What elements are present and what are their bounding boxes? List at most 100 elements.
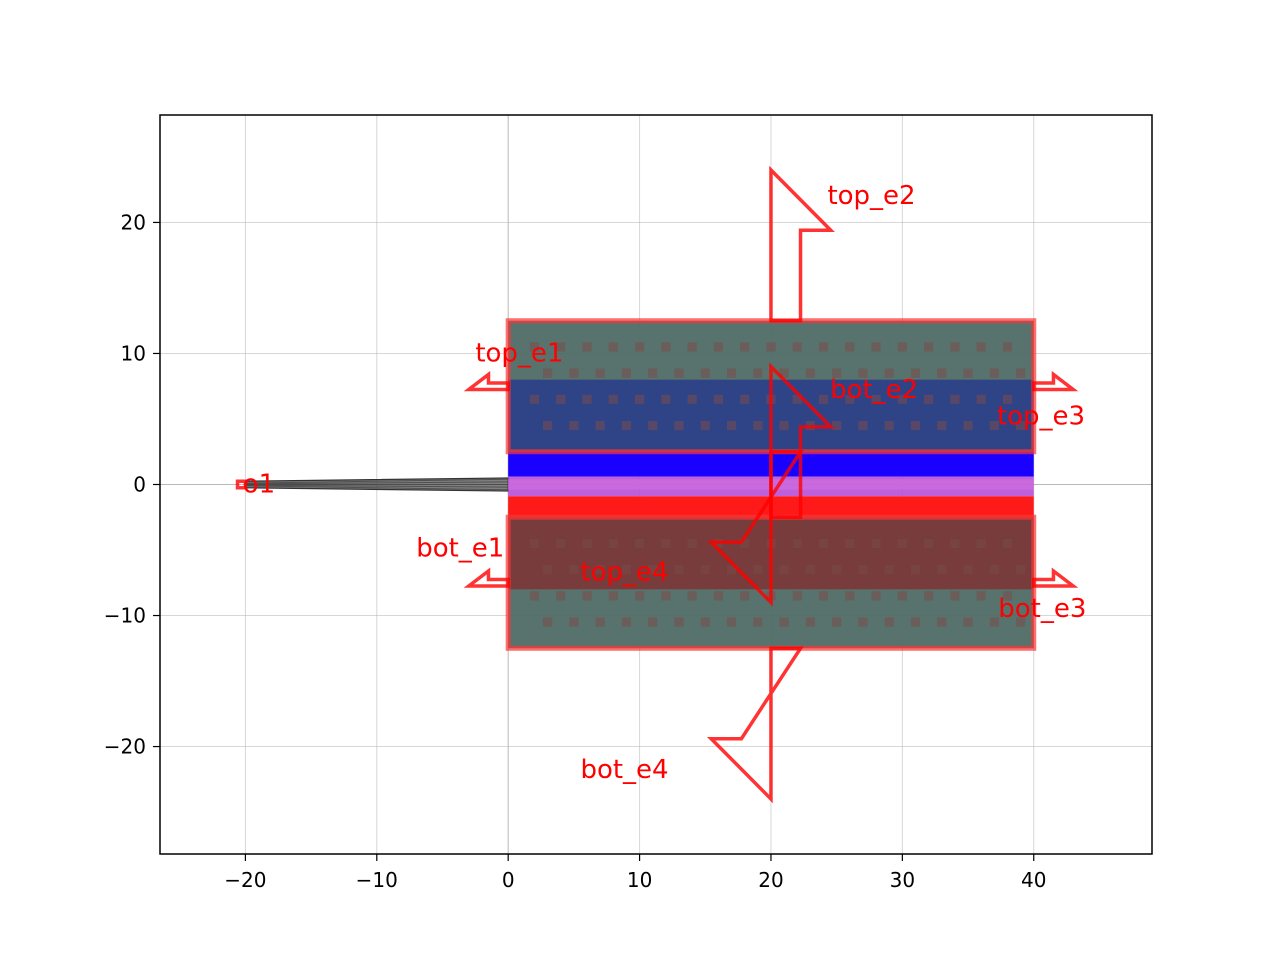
via <box>950 342 960 352</box>
via <box>1002 342 1013 352</box>
via <box>648 420 658 431</box>
via <box>621 565 632 575</box>
via <box>976 342 986 352</box>
via <box>661 591 671 601</box>
via <box>713 394 724 404</box>
via <box>950 394 960 404</box>
via <box>818 394 829 404</box>
y-tick-label: 0 <box>133 473 146 497</box>
via <box>543 617 553 627</box>
port-arrow-bot_e3 <box>1031 567 1079 588</box>
via <box>858 565 868 575</box>
via <box>556 394 566 404</box>
port-label-bot_e2: bot_e2 <box>830 375 918 405</box>
via <box>989 368 999 378</box>
via <box>726 565 737 575</box>
via <box>845 538 855 549</box>
port-label-top_e4: top_e4 <box>580 557 668 587</box>
via <box>569 617 579 627</box>
via <box>1016 420 1026 431</box>
port-label-top_e1: top_e1 <box>475 338 563 368</box>
via <box>845 394 855 404</box>
via <box>582 591 592 601</box>
via <box>871 342 881 352</box>
via <box>674 565 684 575</box>
via <box>634 591 645 601</box>
via <box>818 591 829 601</box>
x-tick-label: 40 <box>1021 868 1046 892</box>
x-tick-label: −20 <box>224 868 266 892</box>
via <box>740 342 750 352</box>
via <box>674 617 684 627</box>
via <box>779 368 789 378</box>
via <box>726 368 737 378</box>
via <box>963 565 973 575</box>
via <box>805 617 815 627</box>
x-tick-label: 0 <box>502 868 515 892</box>
via <box>634 342 645 352</box>
via <box>543 420 553 431</box>
via <box>569 565 579 575</box>
via <box>845 591 855 601</box>
via <box>858 617 868 627</box>
via <box>858 368 868 378</box>
port-labels: o1 top_e1 top_e2 top_e3 top_e4 bot_e1 bot_e2bo… <box>243 181 1087 785</box>
via <box>818 342 829 352</box>
port-arrow-bot_e4 <box>706 646 804 804</box>
via <box>976 538 986 549</box>
via <box>726 420 737 431</box>
via <box>910 565 921 575</box>
via <box>910 617 921 627</box>
via <box>621 368 632 378</box>
via <box>884 617 894 627</box>
via <box>674 420 684 431</box>
via <box>950 591 960 601</box>
via <box>976 394 986 404</box>
via <box>858 420 868 431</box>
port-arrow-bot_e1 <box>463 567 510 588</box>
via <box>687 538 697 549</box>
via <box>924 538 934 549</box>
via <box>897 394 907 404</box>
via <box>700 617 710 627</box>
via <box>569 368 579 378</box>
via <box>700 420 710 431</box>
via <box>897 538 907 549</box>
port-arrow-o1 <box>235 479 248 490</box>
via <box>963 420 973 431</box>
via <box>648 617 658 627</box>
y-tick-label: −10 <box>104 604 146 628</box>
via <box>529 591 540 601</box>
via <box>687 591 697 601</box>
via <box>805 565 815 575</box>
via <box>1016 617 1026 627</box>
via <box>976 591 986 601</box>
via <box>989 617 999 627</box>
via <box>832 420 842 431</box>
via <box>648 565 658 575</box>
y-tick-label: 20 <box>121 210 146 234</box>
via <box>648 368 658 378</box>
via <box>818 538 829 549</box>
via <box>529 394 540 404</box>
via <box>595 420 605 431</box>
port-arrow-top_e3 <box>1031 370 1079 392</box>
via <box>884 368 894 378</box>
via <box>937 565 947 575</box>
via <box>792 342 802 352</box>
via <box>529 342 540 352</box>
via <box>779 617 789 627</box>
via <box>805 368 815 378</box>
via <box>753 617 763 627</box>
via <box>608 591 618 601</box>
via <box>661 394 671 404</box>
via <box>924 591 934 601</box>
via <box>937 420 947 431</box>
via <box>740 394 750 404</box>
via <box>963 617 973 627</box>
via <box>989 420 999 431</box>
via <box>792 591 802 601</box>
via <box>989 565 999 575</box>
via <box>569 420 579 431</box>
via <box>634 538 645 549</box>
